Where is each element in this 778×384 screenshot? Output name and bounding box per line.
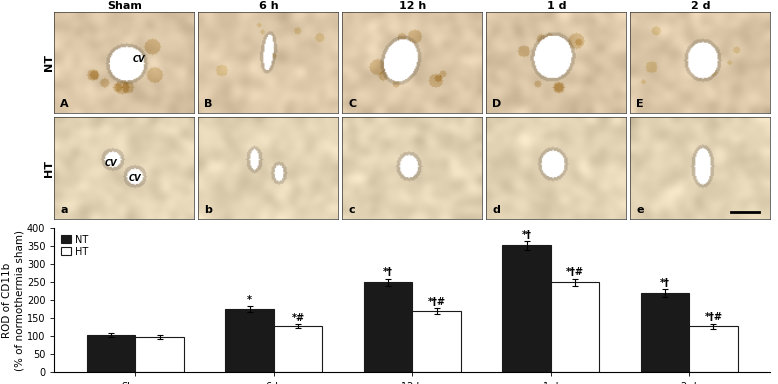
Text: *†: *†	[384, 267, 393, 277]
Text: *†#: *†#	[428, 297, 446, 307]
Text: *†: *†	[521, 230, 531, 240]
Title: 6 h: 6 h	[258, 1, 279, 11]
Bar	[364, 282, 412, 372]
Text: *†#: *†#	[704, 312, 723, 322]
Bar	[641, 293, 689, 372]
Y-axis label: ROD of CD11b
(% of normothermia sham): ROD of CD11b (% of normothermia sham)	[2, 230, 24, 371]
Title: 2 d: 2 d	[691, 1, 710, 11]
Text: c: c	[348, 205, 355, 215]
Text: a: a	[60, 205, 68, 215]
Title: 1 d: 1 d	[547, 1, 566, 11]
Legend: NT, HT: NT, HT	[59, 233, 90, 259]
Text: C: C	[348, 99, 356, 109]
Text: e: e	[636, 205, 643, 215]
Bar	[503, 245, 551, 372]
Text: CV: CV	[128, 174, 141, 182]
Y-axis label: HT: HT	[44, 160, 54, 177]
Bar	[226, 309, 274, 372]
Text: D: D	[492, 99, 501, 109]
Bar	[135, 337, 184, 372]
Bar	[551, 282, 599, 372]
Bar	[412, 311, 461, 372]
Text: E: E	[636, 99, 643, 109]
Title: Sham: Sham	[107, 1, 142, 11]
Bar	[274, 326, 322, 372]
Bar	[689, 326, 738, 372]
Text: *†: *†	[660, 278, 670, 288]
Text: B: B	[204, 99, 212, 109]
Text: A: A	[60, 99, 68, 109]
Text: CV: CV	[105, 159, 117, 168]
Text: b: b	[204, 205, 212, 215]
Text: d: d	[492, 205, 500, 215]
Text: CV: CV	[133, 55, 145, 65]
Text: *#: *#	[292, 313, 305, 323]
Text: *†#: *†#	[566, 267, 584, 277]
Y-axis label: NT: NT	[44, 54, 54, 71]
Title: 12 h: 12 h	[398, 1, 426, 11]
Bar	[87, 335, 135, 372]
Text: *: *	[247, 295, 252, 305]
